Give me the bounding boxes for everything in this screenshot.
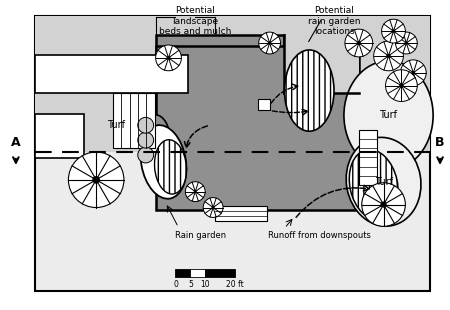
Text: 5: 5 (188, 280, 193, 289)
Text: Turf: Turf (379, 110, 397, 120)
Bar (35, 55, 189, 93)
Circle shape (194, 190, 197, 193)
Ellipse shape (141, 125, 186, 199)
Circle shape (374, 41, 403, 71)
Circle shape (138, 147, 153, 163)
Ellipse shape (349, 149, 398, 220)
Text: A: A (11, 135, 21, 148)
Circle shape (138, 132, 153, 148)
Bar (35, 16, 430, 152)
Bar (35, 16, 430, 291)
Text: 10: 10 (200, 280, 210, 289)
Bar (156, 35, 284, 93)
Circle shape (412, 71, 415, 74)
Circle shape (399, 84, 404, 88)
Ellipse shape (344, 61, 433, 170)
Circle shape (93, 176, 100, 184)
Circle shape (381, 202, 387, 207)
Ellipse shape (284, 50, 334, 131)
Ellipse shape (154, 140, 186, 194)
Circle shape (396, 32, 417, 54)
Text: Runoff from downspouts: Runoff from downspouts (268, 231, 370, 240)
Circle shape (387, 54, 391, 58)
Text: Potential
rain garden
locations: Potential rain garden locations (308, 6, 360, 36)
Circle shape (400, 60, 426, 86)
Circle shape (405, 42, 408, 44)
Text: Turf: Turf (374, 177, 392, 187)
Circle shape (68, 152, 124, 207)
Bar (35, 114, 84, 158)
Text: 0: 0 (173, 280, 178, 289)
Circle shape (259, 32, 280, 54)
Bar (258, 99, 270, 110)
Circle shape (386, 70, 417, 101)
Bar (156, 46, 359, 210)
Circle shape (156, 45, 181, 71)
Circle shape (345, 29, 373, 57)
Bar (359, 130, 377, 185)
Text: Rain garden: Rain garden (176, 231, 226, 240)
Bar (113, 93, 155, 148)
Circle shape (357, 41, 360, 45)
Text: Potential
landscape
beds and mulch: Potential landscape beds and mulch (159, 6, 231, 36)
Circle shape (185, 182, 205, 202)
Bar (190, 269, 205, 277)
Circle shape (392, 29, 395, 33)
Text: B: B (435, 135, 445, 148)
Circle shape (268, 42, 271, 44)
Circle shape (138, 117, 153, 133)
Circle shape (203, 197, 223, 217)
Bar (205, 269, 235, 277)
Circle shape (167, 56, 170, 60)
Bar (284, 35, 359, 93)
Ellipse shape (141, 115, 171, 169)
Text: 20 ft: 20 ft (226, 280, 244, 289)
Circle shape (362, 183, 405, 226)
Text: Turf: Turf (107, 120, 125, 130)
Ellipse shape (346, 137, 421, 226)
Bar (215, 206, 266, 221)
Bar (176, 269, 190, 277)
Circle shape (382, 19, 405, 43)
Circle shape (212, 206, 214, 209)
